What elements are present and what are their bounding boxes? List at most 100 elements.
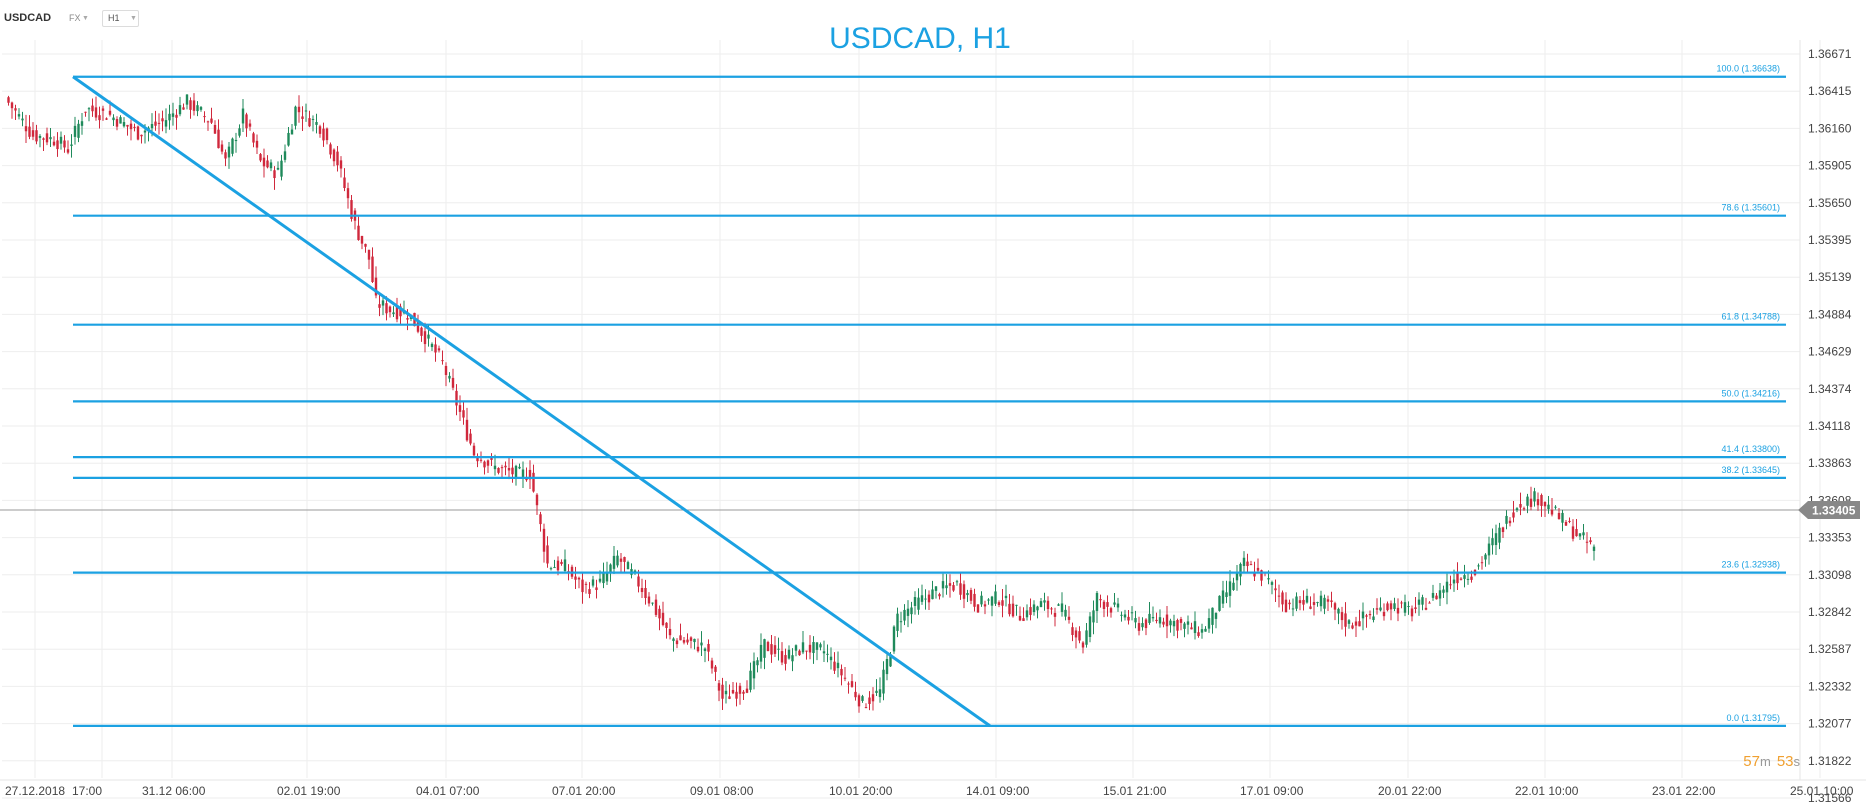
symbol-label[interactable]: USDCAD	[4, 12, 52, 24]
candle-body	[1011, 603, 1015, 617]
price-tick-label: 1.32587	[1808, 642, 1852, 656]
candle-body	[528, 469, 532, 480]
candle-body	[101, 108, 105, 111]
candle-body	[164, 120, 168, 127]
candle-body	[584, 583, 588, 585]
candle-body	[252, 133, 255, 143]
candle-body	[497, 468, 500, 473]
candle-body	[1130, 612, 1134, 614]
candle-body	[507, 468, 511, 471]
time-tick-label: 25.01 10:00	[1790, 784, 1854, 798]
candle-body	[42, 138, 45, 140]
candle-body	[1536, 499, 1540, 506]
candle-body	[1480, 562, 1484, 564]
candle-body	[220, 144, 224, 152]
candle-body	[175, 114, 178, 118]
candle-body	[1337, 608, 1340, 614]
candle-body	[658, 608, 661, 619]
candle-body	[157, 122, 161, 124]
candle-body	[532, 472, 535, 492]
candle-body	[1018, 615, 1022, 621]
candle-body	[756, 660, 759, 666]
candles	[7, 93, 1596, 713]
candle-body	[1169, 620, 1172, 626]
time-tick-label: 14.01 09:00	[966, 784, 1030, 798]
candle-body	[1106, 602, 1109, 607]
countdown-seconds-unit: s	[1794, 754, 1801, 769]
candle-body	[399, 306, 402, 317]
candle-body	[1158, 617, 1162, 624]
candle-body	[955, 581, 959, 583]
candle-body	[511, 467, 514, 475]
price-tick-label: 1.31822	[1808, 754, 1852, 768]
candle-body	[1060, 603, 1064, 612]
candle-body	[556, 560, 560, 571]
candle-body	[1557, 512, 1561, 520]
candle-body	[1183, 623, 1186, 629]
candle-body	[546, 545, 549, 564]
market-chevron-down-icon[interactable]: ▼	[82, 15, 89, 22]
candle-body	[1298, 600, 1302, 604]
price-tick-label: 1.32842	[1808, 605, 1852, 619]
candle-body	[759, 644, 763, 662]
time-tick-label: 31.12 06:00	[142, 784, 206, 798]
candle-body	[1256, 567, 1260, 571]
candle-body	[1459, 578, 1463, 580]
candle-body	[703, 648, 707, 652]
candle-body	[770, 644, 773, 655]
candle-body	[1172, 621, 1176, 627]
candle-body	[864, 707, 868, 709]
candle-body	[938, 594, 941, 597]
candle-body	[189, 100, 192, 110]
candle-body	[1326, 599, 1330, 602]
candle-body	[1442, 589, 1445, 593]
candle-body	[1365, 615, 1368, 617]
candle-body	[458, 405, 462, 412]
price-tick-label: 1.32077	[1808, 717, 1852, 731]
candle-body	[588, 589, 591, 594]
candle-body	[385, 303, 388, 314]
candle-body	[168, 113, 171, 121]
candle-body	[563, 559, 567, 571]
candle-body	[787, 649, 791, 659]
candle-body	[1515, 508, 1519, 511]
candle-body	[794, 645, 798, 651]
candle-body	[129, 123, 133, 130]
candle-body	[1102, 601, 1106, 609]
candle-body	[360, 235, 364, 244]
candle-body	[1354, 621, 1358, 626]
candle-body	[696, 646, 700, 652]
candle-body	[801, 642, 805, 653]
candle-body	[1235, 572, 1239, 581]
candle-body	[56, 140, 59, 150]
candle-body	[1221, 590, 1225, 604]
candle-body	[920, 595, 924, 602]
candle-body	[388, 306, 392, 313]
candle-body	[70, 144, 73, 146]
candle-body	[1242, 557, 1246, 566]
timeframe-dropdown[interactable]: H1	[102, 10, 139, 27]
candle-body	[1050, 608, 1053, 610]
candle-body	[826, 653, 829, 655]
candle-countdown: 57m 53s	[1743, 753, 1800, 770]
time-tick-label: 17:00	[72, 784, 102, 798]
candle-body	[857, 695, 861, 707]
candle-body	[710, 660, 714, 669]
candle-body	[514, 465, 518, 478]
time-tick-label: 07.01 20:00	[552, 784, 616, 798]
timeframe-chevron-down-icon[interactable]: ▼	[130, 15, 137, 22]
candle-body	[231, 138, 234, 154]
toolbar: USDCAD FX ▼ H1 ▼	[0, 0, 1866, 30]
candle-body	[1015, 604, 1018, 606]
candle-body	[518, 466, 521, 469]
candle-body	[423, 331, 427, 345]
candle-body	[371, 256, 374, 282]
candle-body	[819, 644, 822, 648]
candle-body	[1302, 599, 1305, 605]
candle-body	[182, 107, 185, 110]
candle-body	[542, 528, 546, 552]
candle-body	[885, 658, 889, 675]
candle-body	[1032, 604, 1036, 612]
market-dropdown[interactable]: FX	[69, 13, 81, 23]
